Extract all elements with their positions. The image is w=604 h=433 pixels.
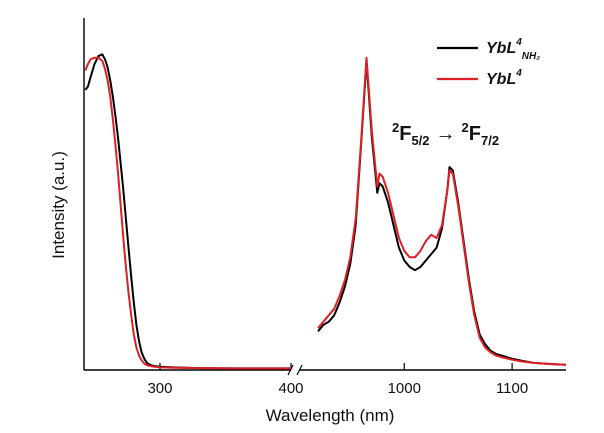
series-2-right-line — [317, 56, 567, 366]
legend-label-series-1: YbL4NH₂ — [486, 37, 540, 62]
x-tick-label-1100: 1100 — [496, 380, 528, 397]
x-axis-title: Wavelength (nm) — [266, 406, 395, 425]
legend: YbL4NH₂ YbL4 — [437, 37, 540, 88]
series-1-left-line — [84, 53, 291, 370]
legend-label-series-2: YbL4 — [486, 68, 522, 88]
transition-annotation: 2F5/2 → 2F7/2 — [392, 120, 499, 148]
series-group — [84, 53, 567, 370]
x-tick-label-300: 300 — [147, 380, 172, 397]
x-tick-label-1000: 1000 — [388, 380, 421, 397]
x-tick-label-400: 400 — [278, 380, 303, 397]
series-2-left-line — [84, 56, 291, 370]
x-ticks: 300 400 1000 1100 — [147, 363, 528, 397]
y-axis-title: Intensity (a.u.) — [49, 151, 68, 259]
axis-break-mark-2 — [296, 364, 303, 376]
